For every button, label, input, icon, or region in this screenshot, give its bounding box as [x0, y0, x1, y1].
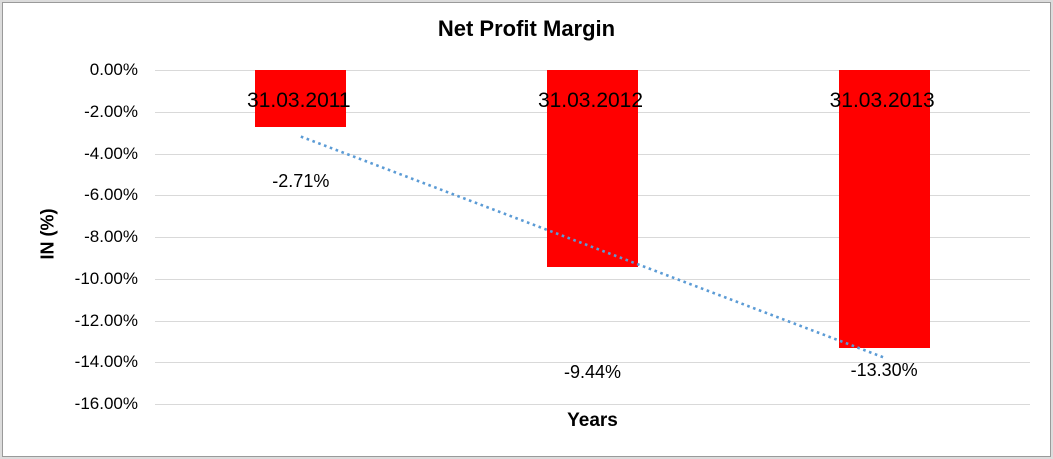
y-axis-title-text: IN (%) — [37, 208, 58, 260]
x-axis-title: Years — [567, 410, 618, 431]
y-axis-tick-label: -8.00% — [84, 227, 138, 246]
y-axis-tick-label: -4.00% — [84, 143, 138, 163]
y-axis-tick-label: -10.00% — [74, 268, 138, 288]
category-label: 31.03.2013 — [829, 89, 935, 112]
category-label: 31.03.2012 — [537, 89, 644, 112]
bar-31.03.2011 — [255, 70, 347, 127]
y-axis-tick-label: 0.00% — [89, 60, 138, 79]
y-axis-tick-label: -6.00% — [84, 185, 138, 205]
gridline — [155, 362, 1030, 364]
y-axis-tick-label: -12.00% — [74, 310, 138, 330]
y-axis-tick-label: -2.00% — [84, 101, 138, 121]
data-label: -13.30% — [850, 360, 918, 380]
chart-title: Net Profit Margin — [437, 16, 616, 41]
gridline — [155, 404, 1030, 405]
category-label: 31.03.2011 — [247, 89, 351, 112]
data-label: -9.44% — [563, 362, 622, 382]
y-axis-tick-label: -14.00% — [74, 352, 138, 372]
data-label: -2.71% — [272, 171, 330, 191]
y-axis-tick-label: -16.00% — [74, 394, 138, 413]
